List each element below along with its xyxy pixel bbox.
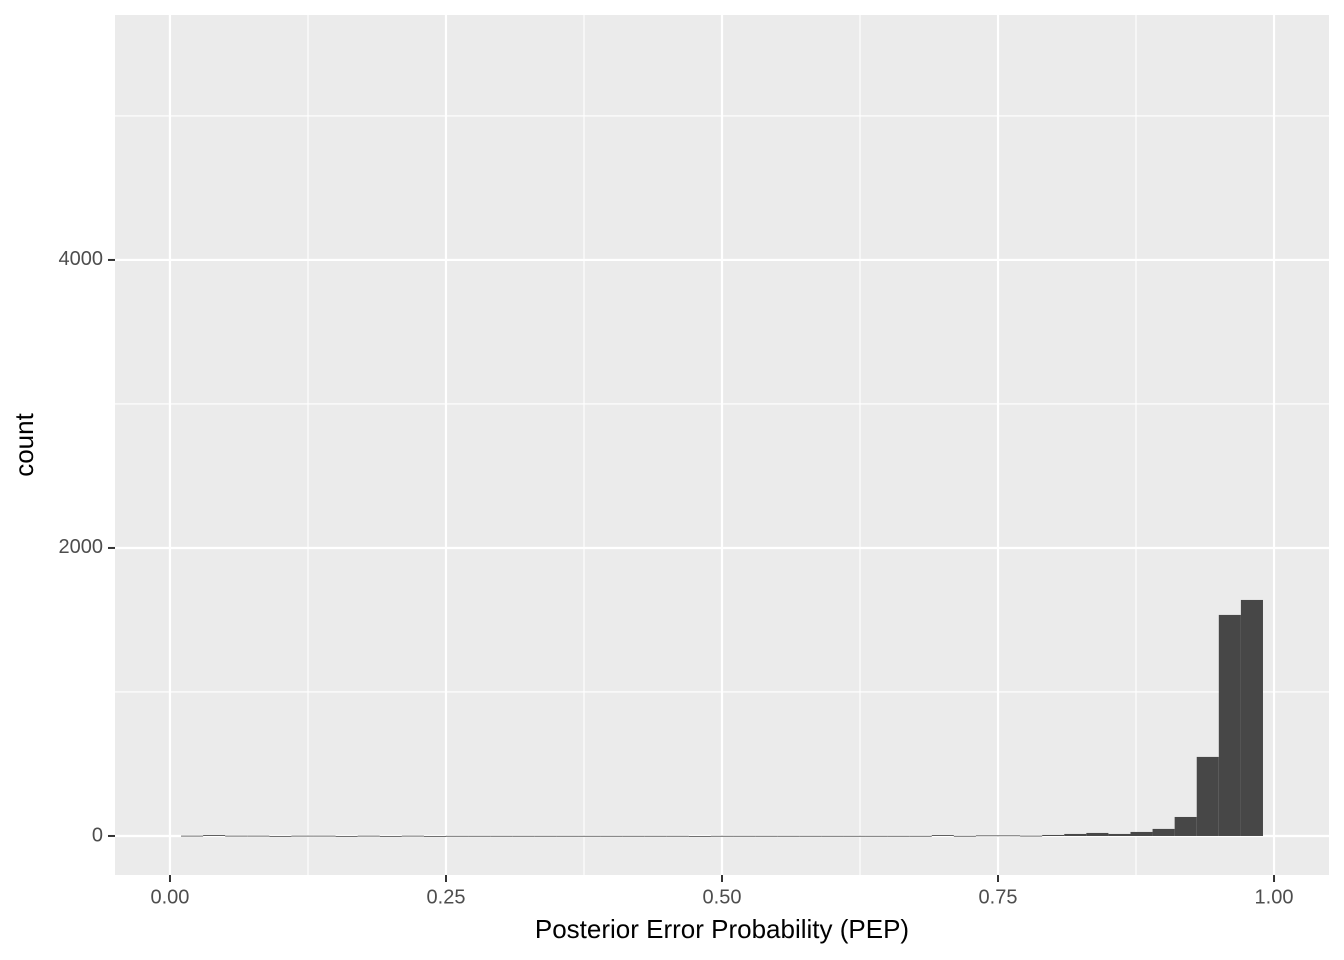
bar [1174,816,1197,836]
bar [1218,614,1241,836]
bar [843,835,866,837]
bar [468,835,491,837]
bar [865,835,888,837]
bar [379,835,402,837]
bar [269,835,292,837]
y-tick-label: 0 [92,824,103,846]
bar [1196,756,1219,836]
bar [953,835,976,837]
bar [534,835,557,837]
bar [1240,599,1263,836]
bar [1042,834,1065,836]
x-tick-label: 0.00 [151,886,190,908]
bar [247,835,270,837]
bar [401,835,424,837]
bar [688,835,711,837]
x-tick-label: 0.75 [979,886,1018,908]
y-axis-label: count [9,412,39,476]
bar [710,835,734,837]
bar [203,835,226,836]
bar [644,835,667,837]
bar [600,835,623,837]
bar [291,835,314,837]
bar [578,835,601,837]
bar [181,835,204,837]
bar [445,835,469,837]
x-tick-label: 0.25 [427,886,466,908]
bar [887,835,910,837]
bar [975,835,999,837]
bar [1064,833,1087,836]
bar [335,835,358,837]
bar [1130,831,1153,836]
bar [799,835,822,837]
bar [512,835,535,837]
bar [357,835,380,837]
y-tick-label: 2000 [59,536,104,558]
bar [998,835,1021,837]
bar [931,835,954,836]
bar [490,835,513,837]
bar [556,835,579,837]
bar [909,835,932,837]
bar [1108,833,1131,836]
bar [1086,832,1109,836]
bar [1152,828,1175,836]
bar [313,835,336,837]
bar [821,835,844,837]
bar [755,835,778,837]
bar [1020,835,1043,837]
bar [225,835,248,837]
bar [777,835,800,837]
bar [423,835,446,837]
y-tick-label: 4000 [59,248,104,270]
x-axis-label: Posterior Error Probability (PEP) [535,914,909,944]
x-tick-label: 0.50 [703,886,742,908]
bar [666,835,689,837]
x-tick-label: 1.00 [1255,886,1294,908]
bar [733,835,756,837]
bar [622,835,645,837]
